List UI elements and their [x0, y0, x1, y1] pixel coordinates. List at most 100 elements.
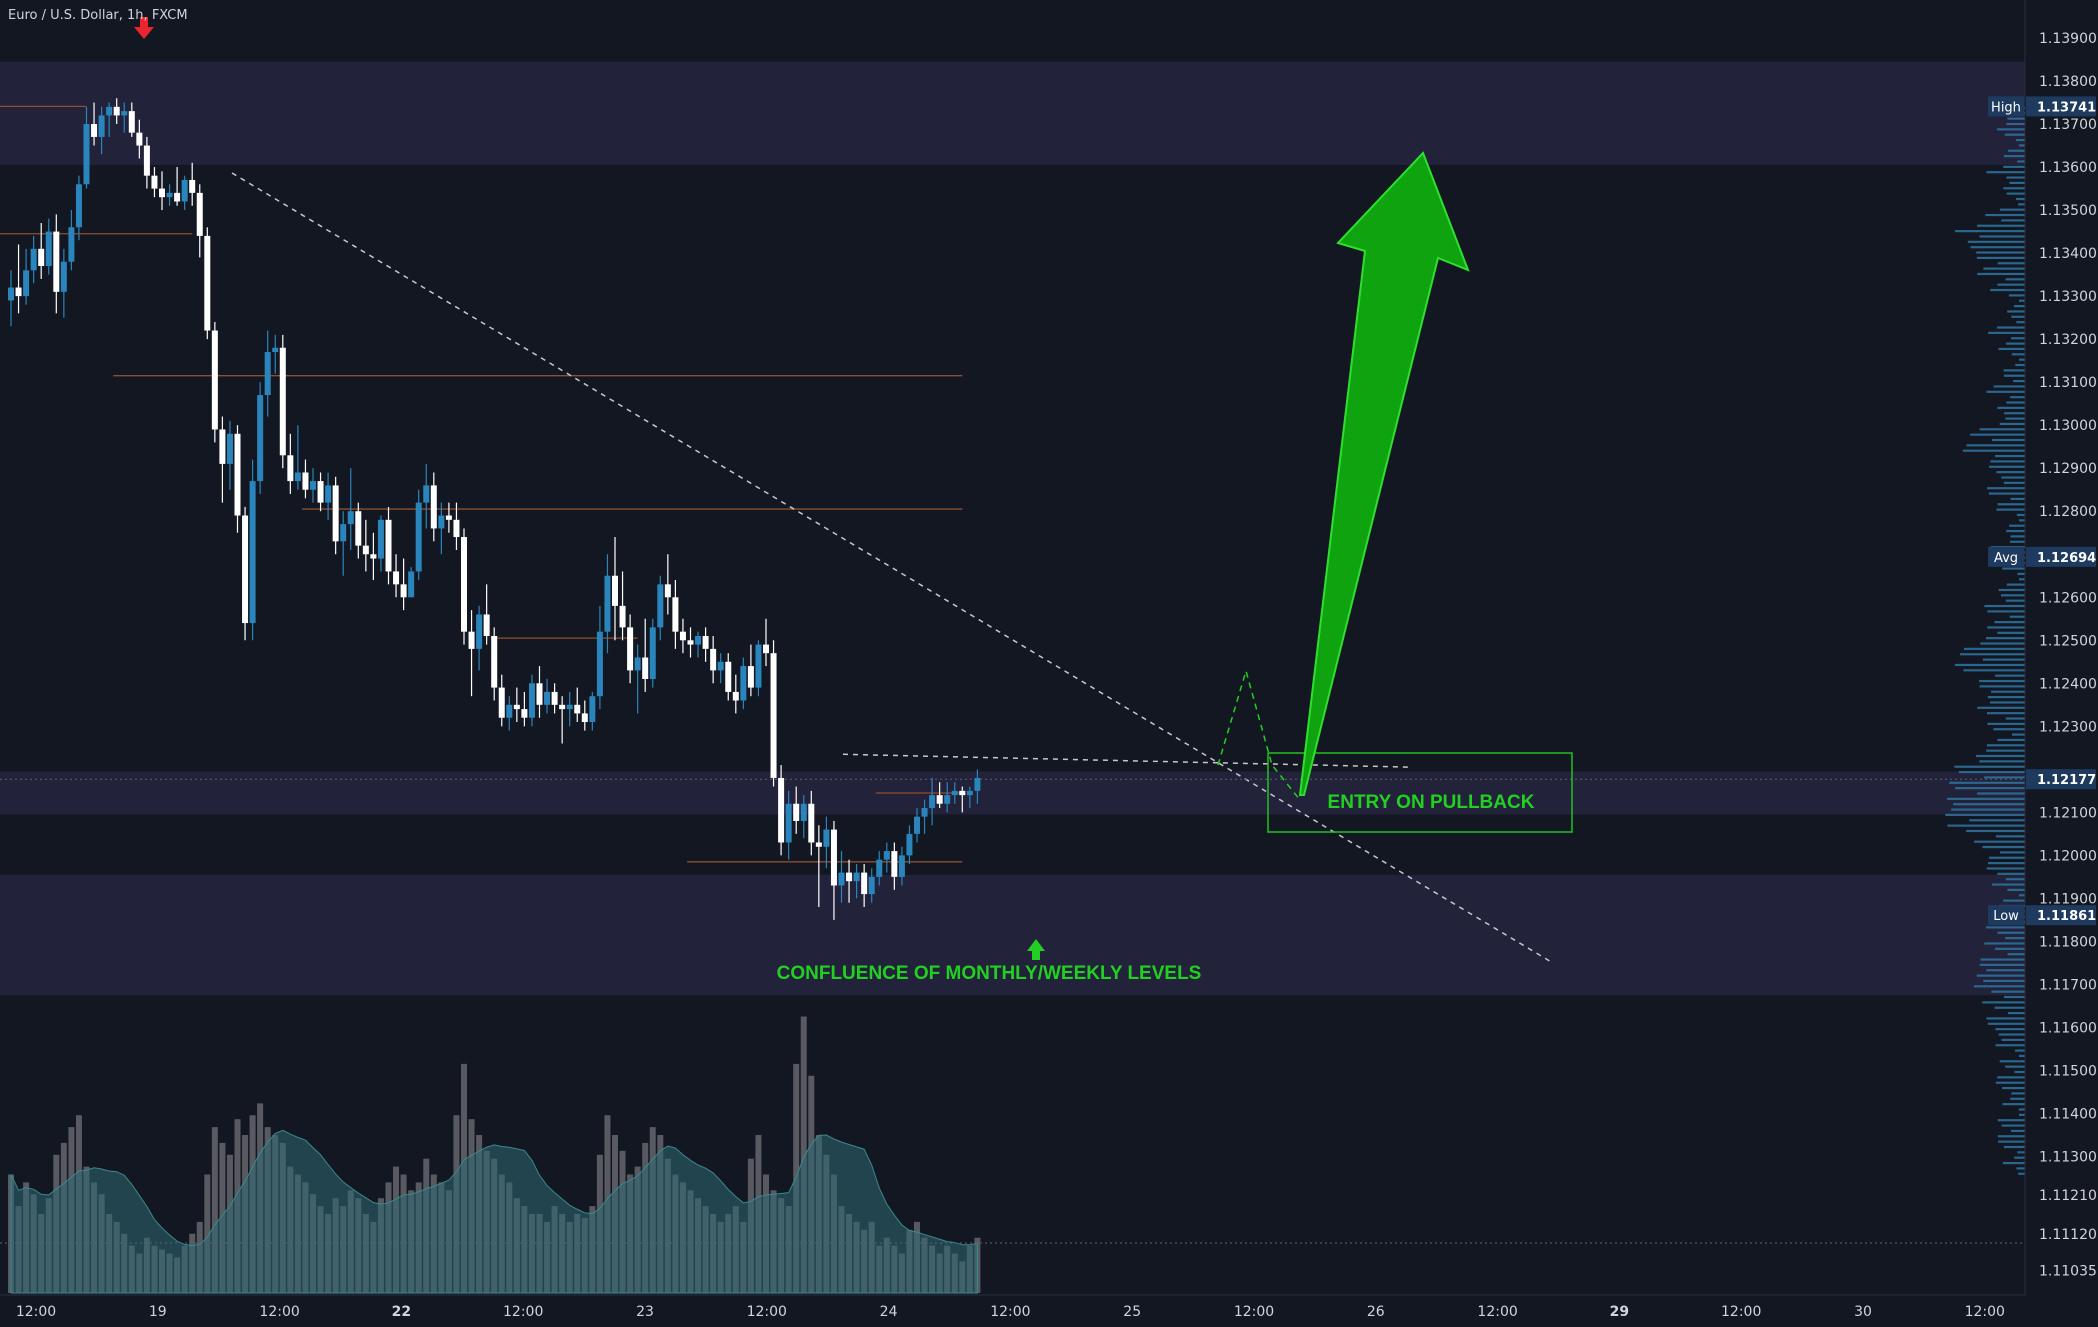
profile-row — [1986, 926, 2025, 929]
profile-row — [1987, 722, 2025, 725]
profile-row — [2003, 899, 2025, 902]
candle-body — [332, 485, 339, 542]
profile-row — [1996, 508, 2025, 511]
time-tick-label: 24 — [880, 1304, 898, 1320]
candle-body — [106, 106, 113, 116]
entry-dashed-level[interactable] — [842, 753, 1413, 768]
price-badge-name-bg — [1988, 546, 2024, 567]
profile-row — [1994, 1006, 2025, 1009]
time-tick-label: 12:00 — [16, 1304, 56, 1320]
candle-body — [604, 575, 611, 632]
candle-body — [430, 485, 437, 529]
profile-row — [2004, 133, 2025, 136]
candle-body — [151, 175, 158, 189]
profile-row — [2002, 1086, 2025, 1090]
price-tick-label: 1.11300 — [2039, 1150, 2097, 1166]
profile-row — [2019, 358, 2025, 361]
time-tick-label: 12:00 — [503, 1304, 543, 1320]
price-axis[interactable]: 1.13900 1.13800 1.13700 1.13600 1.13500 1.134… — [2039, 31, 2097, 1280]
candle-body — [476, 614, 483, 649]
profile-row — [1970, 433, 2025, 436]
candle-body — [800, 803, 807, 821]
profile-row — [1987, 1022, 2025, 1025]
candle-body — [98, 115, 105, 137]
profile-row — [1949, 781, 2025, 784]
candle-body — [453, 519, 460, 538]
profile-row — [1995, 835, 2025, 838]
candle-body — [702, 635, 709, 649]
profile-row — [1967, 240, 2025, 243]
entry-box[interactable] — [1267, 752, 1573, 833]
price-tick-label: 1.11210 — [2039, 1188, 2097, 1204]
candle-body — [664, 584, 671, 598]
profile-row — [2009, 540, 2025, 543]
candle-body — [891, 851, 898, 877]
price-tick-label: 1.13200 — [2039, 332, 2097, 348]
time-axis[interactable]: 12:00 19 12:00 22 12:00 23 12:00 24 12:00 25 12:00… — [16, 1304, 2005, 1320]
candle-body — [340, 524, 347, 542]
candle-body — [347, 511, 354, 525]
profile-row — [2005, 717, 2025, 720]
pullback-projection-path[interactable] — [1217, 668, 1301, 801]
candle-body — [483, 614, 490, 636]
candle-body — [211, 330, 218, 430]
candle-body — [717, 661, 724, 671]
profile-row — [1995, 947, 2025, 950]
profile-row — [2009, 615, 2025, 618]
profile-row — [2019, 1113, 2025, 1116]
profile-row — [2011, 353, 2025, 356]
profile-row — [2013, 379, 2025, 383]
candle-body — [219, 429, 226, 464]
profile-row — [1982, 1001, 2025, 1004]
profile-row — [2005, 278, 2025, 281]
profile-row — [2016, 321, 2025, 324]
profile-row — [1970, 246, 2025, 249]
candle-body — [679, 631, 686, 641]
candle-body — [257, 395, 264, 482]
profile-row — [1962, 449, 2025, 452]
profile-row — [1986, 744, 2025, 747]
bullish-arrow-icon[interactable] — [1298, 151, 1470, 796]
profile-row — [1991, 690, 2025, 693]
candle-body — [423, 485, 430, 503]
profile-row — [2000, 851, 2025, 854]
candle-body — [936, 795, 943, 804]
candle-body — [468, 631, 475, 649]
candle-body — [287, 455, 294, 482]
profile-row — [1995, 1028, 2025, 1031]
candle-body — [23, 270, 30, 297]
zone-band — [0, 61, 2025, 165]
candle-body — [53, 231, 60, 292]
candle-body — [264, 352, 271, 396]
profile-row — [2007, 310, 2025, 313]
profile-row — [1986, 749, 2025, 752]
profile-row — [2010, 535, 2025, 538]
candle-body — [30, 248, 37, 271]
price-tick-label: 1.11500 — [2039, 1063, 2097, 1079]
profile-row — [1988, 331, 2025, 334]
candle-body — [75, 184, 82, 228]
profile-row — [2011, 733, 2025, 736]
candle-body — [272, 347, 279, 353]
profile-row — [2019, 1054, 2025, 1058]
candle-body — [506, 704, 513, 718]
profile-row — [1983, 267, 2025, 270]
profile-row — [2014, 1156, 2025, 1159]
profile-row — [1958, 770, 2025, 774]
symbol-title[interactable]: Euro / U.S. Dollar, 1h, FXCM — [8, 8, 188, 23]
profile-row — [1966, 829, 2025, 833]
candle-body — [249, 481, 256, 624]
profile-row — [1997, 1135, 2025, 1138]
profile-row — [2000, 594, 2025, 597]
profile-row — [2001, 1124, 2025, 1127]
candle-body — [596, 631, 603, 697]
price-tick-label: 1.13700 — [2039, 117, 2097, 133]
price-tick-label: 1.12800 — [2039, 504, 2097, 520]
profile-row — [2007, 1011, 2025, 1015]
candle-body — [929, 795, 936, 809]
profile-row — [1953, 803, 2025, 806]
profile-row — [1997, 503, 2025, 506]
price-tick-label: 1.11400 — [2039, 1107, 2097, 1123]
